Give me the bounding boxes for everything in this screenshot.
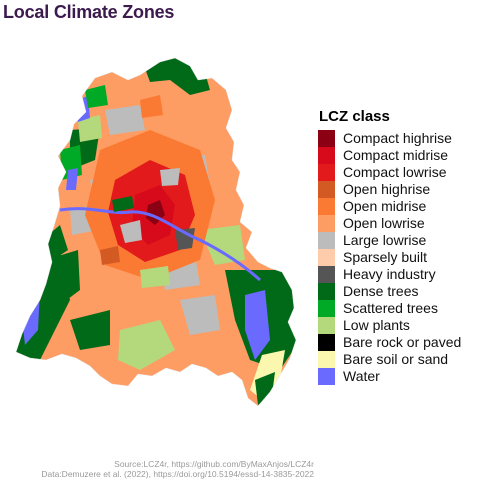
legend-swatch [318,249,335,266]
legend-swatch [318,164,335,181]
legend-label: Large lowrise [343,232,427,248]
legend-item: Compact highrise [318,130,480,147]
legend-label: Compact midrise [343,147,449,163]
legend-swatch [318,368,335,385]
legend-item: Low plants [318,317,480,334]
legend-label: Low plants [343,317,410,333]
legend-swatch [318,232,335,249]
legend-swatch [318,198,335,215]
legend-swatch [318,130,335,147]
legend-item: Scattered trees [318,300,480,317]
legend-swatch [318,215,335,232]
caption-data: Data:Demuzere et al. (2022), https://doi… [41,469,314,479]
legend-label: Open midrise [343,198,427,214]
legend-label: Open highrise [343,181,431,197]
legend-swatch [318,266,335,283]
legend-swatch [318,334,335,351]
legend-label: Compact highrise [343,130,452,146]
legend-item: Open highrise [318,181,480,198]
legend-item: Open lowrise [318,215,480,232]
legend-swatch [318,300,335,317]
legend-label: Open lowrise [343,215,425,231]
legend-swatch [318,317,335,334]
legend-title: LCZ class [319,108,390,125]
legend-item: Open midrise [318,198,480,215]
legend-item: Sparsely built [318,249,480,266]
legend-swatch [318,147,335,164]
legend-item: Water [318,368,480,385]
legend-item: Bare soil or sand [318,351,480,368]
legend-label: Compact lowrise [343,164,447,180]
legend: LCZ class Compact highrise Compact midris… [318,108,480,385]
legend-label: Bare soil or sand [343,351,449,367]
legend-label: Heavy industry [343,266,436,282]
legend-item: Bare rock or paved [318,334,480,351]
legend-item: Heavy industry [318,266,480,283]
zone-tiergarten [112,196,134,212]
legend-item: Compact midrise [318,147,480,164]
caption-source: Source:LCZ4r, https://github.com/ByMaxAn… [114,459,314,469]
legend-item: Compact lowrise [318,164,480,181]
legend-label: Dense trees [343,283,419,299]
legend-items: Compact highrise Compact midrise Compact l… [318,130,480,385]
legend-label: Water [343,368,380,384]
zone-water-mueggelsee [245,290,270,360]
legend-label: Sparsely built [343,249,428,265]
map-title: Local Climate Zones [3,2,175,22]
lcz-map [15,57,297,407]
legend-item: Dense trees [318,283,480,300]
river-spree [59,207,262,282]
legend-swatch [318,181,335,198]
legend-label: Scattered trees [343,300,438,316]
legend-label: Bare rock or paved [343,334,462,350]
legend-swatch [318,351,335,368]
zone-tempelhof [140,266,170,288]
legend-swatch [318,283,335,300]
legend-item: Large lowrise [318,232,480,249]
city-boundary [15,57,297,407]
